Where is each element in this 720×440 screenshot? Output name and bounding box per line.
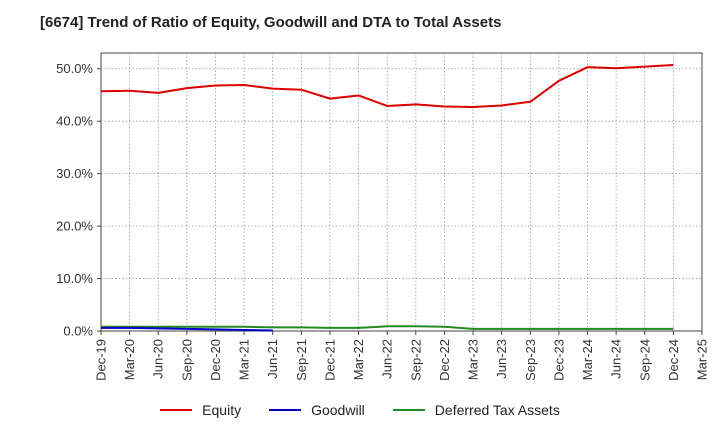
x-tick-label: Dec-21 — [322, 339, 337, 381]
legend-item-equity: Equity — [160, 402, 241, 418]
x-tick-label: Mar-21 — [237, 339, 252, 380]
x-tick-label: Jun-22 — [380, 339, 395, 379]
chart-legend: Equity Goodwill Deferred Tax Assets — [0, 402, 720, 418]
x-tick-label: Sep-22 — [408, 339, 423, 381]
x-tick-label: Mar-22 — [351, 339, 366, 380]
legend-swatch-equity — [160, 409, 193, 411]
y-tick-label: 30.0% — [56, 166, 93, 181]
y-tick-label: 20.0% — [56, 219, 93, 234]
x-tick-label: Jun-24 — [609, 339, 624, 379]
legend-label-equity: Equity — [202, 402, 242, 418]
legend-item-deferred-tax-assets: Deferred Tax Assets — [392, 402, 560, 418]
legend-label-goodwill: Goodwill — [311, 402, 365, 418]
plot-area-border — [100, 52, 703, 332]
y-tick-label: 40.0% — [56, 114, 93, 129]
legend-label-deferred-tax-assets: Deferred Tax Assets — [434, 402, 560, 418]
x-tick-label: Sep-23 — [523, 339, 538, 381]
x-tick-label: Dec-22 — [437, 339, 452, 381]
legend-swatch-goodwill — [269, 409, 302, 411]
x-tick-label: Mar-25 — [695, 339, 710, 380]
x-tick-label: Dec-23 — [551, 339, 566, 381]
series-line-deferred-tax-assets — [101, 325, 674, 330]
x-tick-label: Jun-23 — [494, 339, 509, 379]
series-line-equity — [100, 64, 674, 109]
line-chart: 0.0% 10.0% 20.0% 30.0% 40.0% 50.0% Dec-19 Mar-2… — [56, 52, 710, 381]
x-tick-label: Mar-24 — [580, 339, 595, 380]
x-tick-label: Mar-23 — [466, 339, 481, 380]
x-tick-label: Dec-24 — [666, 339, 681, 381]
x-tick-label: Jun-21 — [265, 339, 280, 379]
y-tick-label: 0.0% — [63, 324, 93, 339]
x-tick-label: Sep-21 — [294, 339, 309, 381]
legend-swatch-deferred-tax-assets — [392, 409, 425, 411]
x-tick-label: Dec-20 — [208, 339, 223, 381]
x-tick-label: Dec-19 — [94, 339, 109, 381]
chart-title: [6674] Trend of Ratio of Equity, Goodwil… — [40, 14, 502, 31]
y-tick-label: 10.0% — [56, 271, 93, 286]
y-tick-label: 50.0% — [56, 61, 93, 76]
x-tick-label: Sep-20 — [179, 339, 194, 381]
series-line-goodwill — [101, 326, 273, 332]
x-tick-label: Mar-20 — [122, 339, 137, 380]
legend-item-goodwill: Goodwill — [269, 402, 365, 418]
x-tick-label: Sep-24 — [637, 339, 652, 381]
x-tick-label: Jun-20 — [151, 339, 166, 379]
